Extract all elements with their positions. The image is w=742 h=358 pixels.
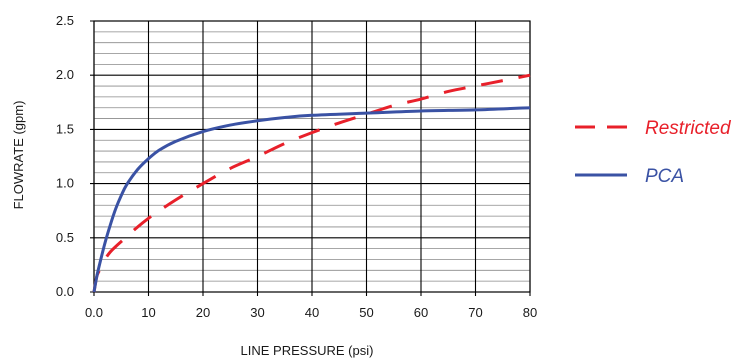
x-tick-label: 40 [305,305,319,320]
x-axis-title: LINE PRESSURE (psi) [241,343,374,358]
y-tick-label: 1.5 [56,121,74,136]
series-line-pca [92,106,531,293]
y-tick-label: 1.0 [56,176,74,191]
y-tick-label: 0.5 [56,230,74,245]
legend: Restricted PCA [575,118,732,187]
x-tick-label: 0.0 [85,305,103,320]
legend-label-restricted: Restricted [645,118,732,139]
series-line-restricted [92,73,531,293]
y-tick-label: 2.0 [56,67,74,82]
y-tick-label: 2.5 [56,13,74,28]
x-tick-label: 20 [196,305,210,320]
major-grid [90,20,531,296]
x-tick-label: 70 [468,305,482,320]
x-tick-label: 80 [523,305,537,320]
y-tick-label: 0.0 [56,284,74,299]
x-tick-labels: 0.0 10 20 30 40 50 60 70 80 [85,305,537,320]
x-tick-label: 10 [141,305,155,320]
legend-label-pca: PCA [645,166,684,187]
y-tick-labels: 0.0 0.5 1.0 1.5 2.0 2.5 [56,13,74,299]
y-axis-title: FLOWRATE (gpm) [11,101,26,210]
series-layer [92,73,531,293]
x-tick-label: 50 [359,305,373,320]
x-tick-label: 30 [250,305,264,320]
x-tick-label: 60 [414,305,428,320]
